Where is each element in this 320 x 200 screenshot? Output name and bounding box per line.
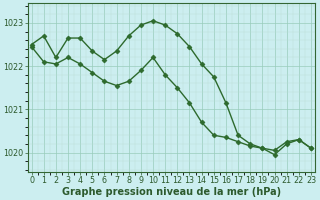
X-axis label: Graphe pression niveau de la mer (hPa): Graphe pression niveau de la mer (hPa): [62, 187, 281, 197]
